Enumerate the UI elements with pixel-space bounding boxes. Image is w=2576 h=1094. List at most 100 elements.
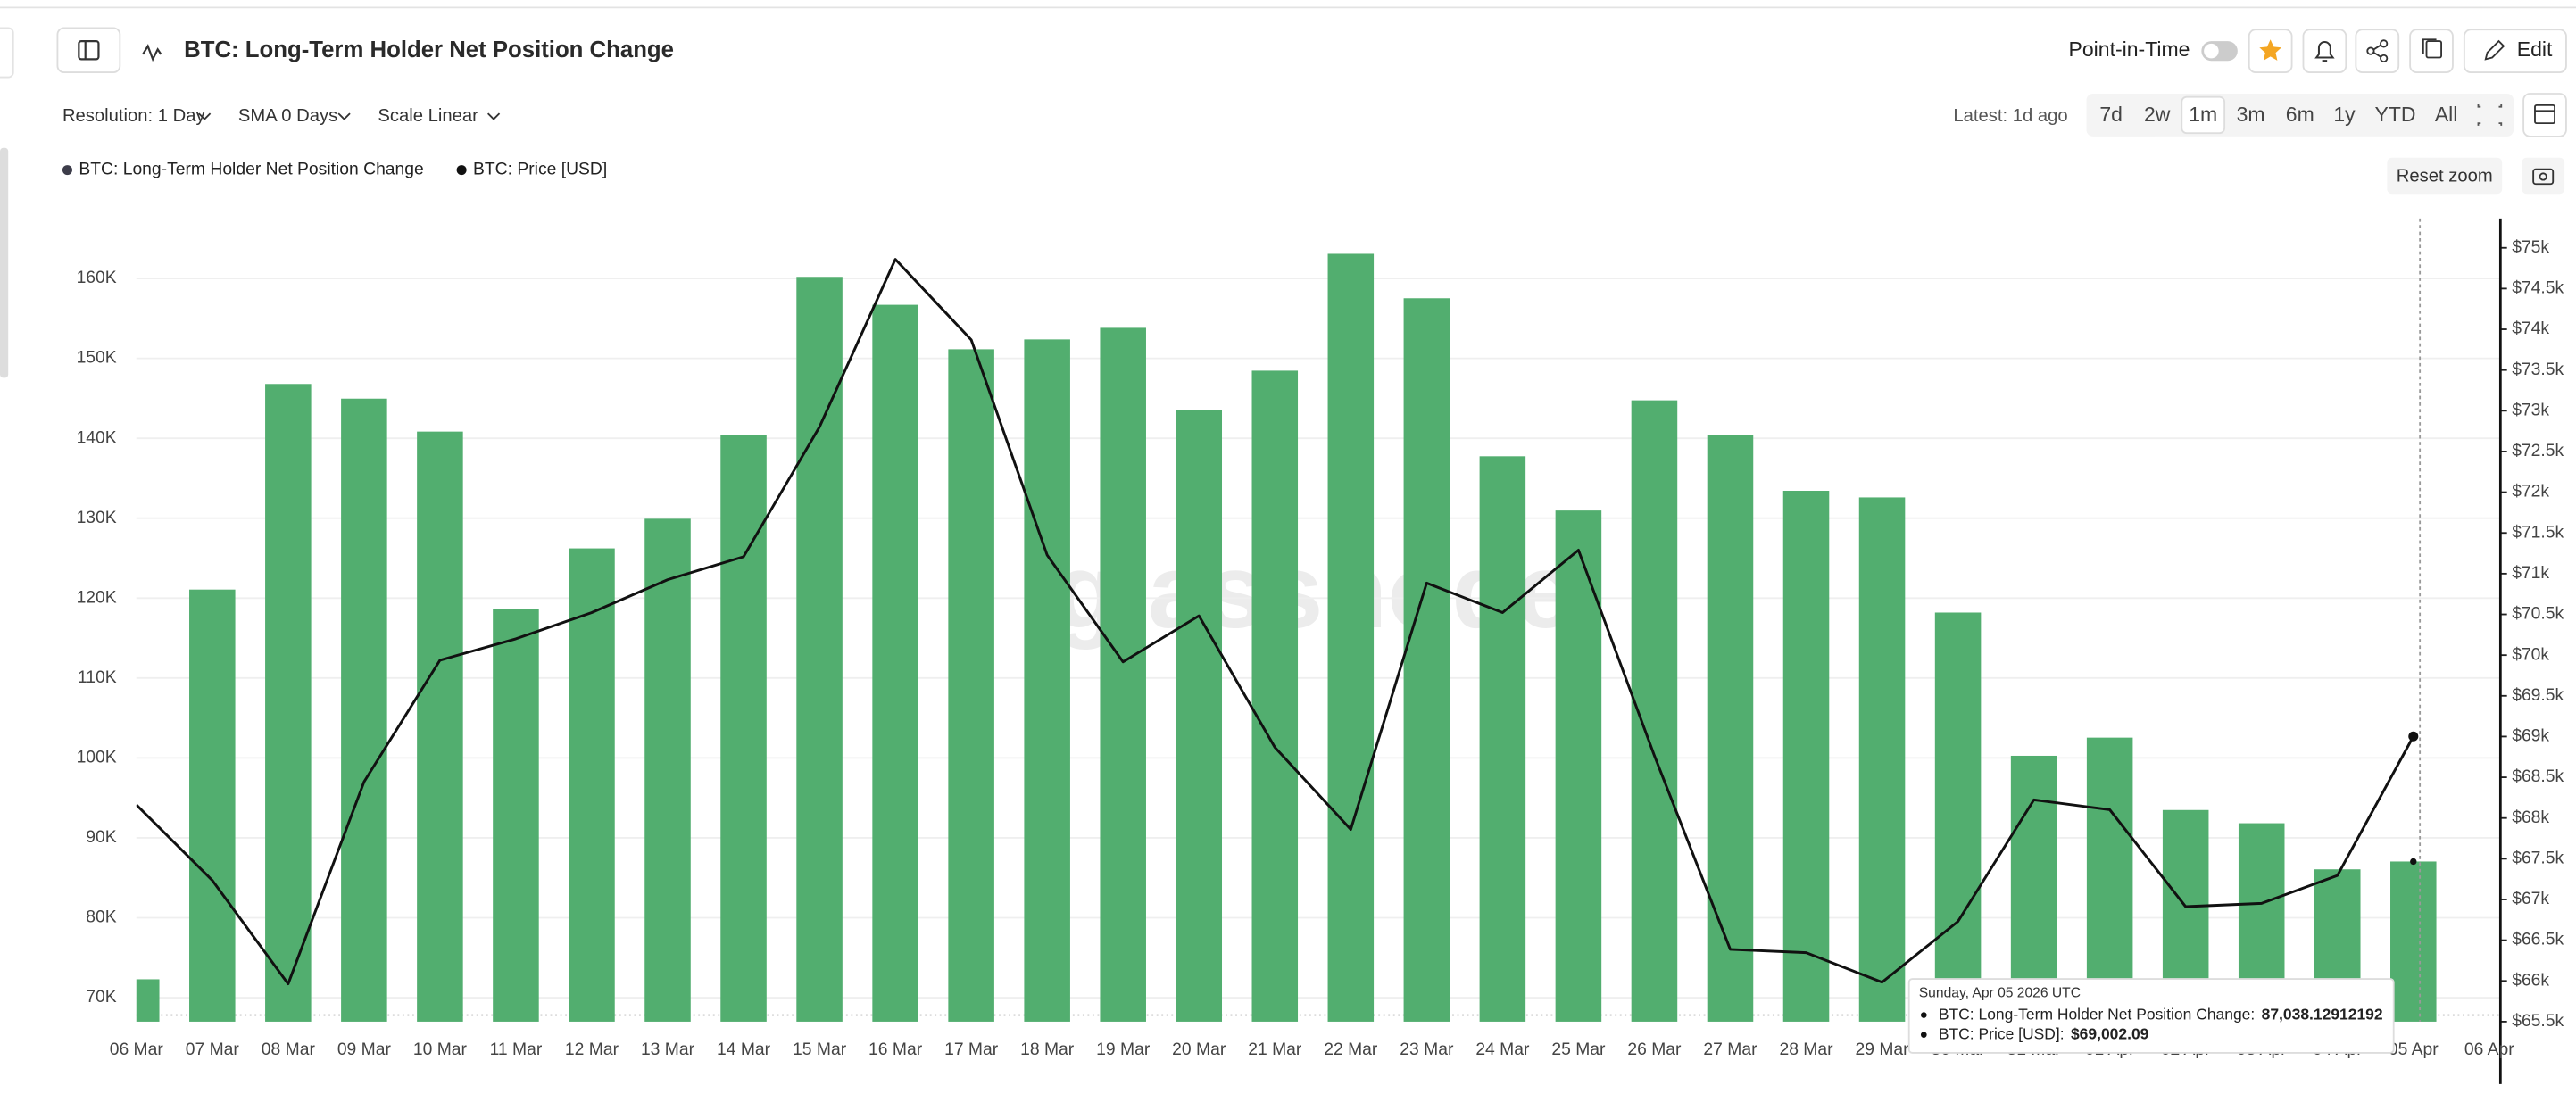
x-tick-label: 20 Mar (1172, 1040, 1226, 1059)
bar (872, 304, 918, 1022)
bar (1403, 298, 1450, 1022)
sma-dropdown[interactable]: SMA 0 Days (238, 106, 351, 126)
legend-marker (456, 165, 467, 176)
tooltip-date: Sunday, Apr 05 2026 UTC (1919, 986, 2081, 1001)
x-tick-label: 08 Mar (262, 1040, 316, 1059)
point-in-time-toggle[interactable] (2201, 41, 2238, 62)
metric-icon (142, 44, 162, 62)
screenshot-button[interactable] (2522, 157, 2565, 195)
y-tick-label: 120K (77, 588, 117, 607)
legend-label: BTC: Long-Term Holder Net Position Chang… (79, 161, 423, 179)
x-tick-label: 13 Mar (641, 1040, 695, 1059)
side-panel-edge (0, 27, 14, 79)
bar (341, 398, 387, 1022)
reset-zoom-label: Reset zoom (2397, 166, 2493, 186)
y2-tick-label: $72.5k (2512, 442, 2564, 460)
y2-tick-label: $69k (2512, 727, 2549, 746)
range-button[interactable]: All (2435, 103, 2458, 126)
range-button[interactable]: 1y (2333, 103, 2356, 126)
range-label: All (2435, 103, 2458, 126)
x-tick-label: 18 Mar (1020, 1040, 1075, 1059)
bar (720, 435, 767, 1022)
legend-item[interactable]: BTC: Price [USD] (456, 161, 608, 179)
range-label: 7d (2099, 103, 2123, 126)
y-tick-label: 110K (78, 668, 117, 687)
bar (1176, 410, 1223, 1022)
tooltip-row: BTC: Long-Term Holder Net Position Chang… (1939, 1005, 2383, 1023)
tooltip-row-label: BTC: Price [USD]: (1939, 1024, 2065, 1042)
range-button[interactable]: 3m (2237, 103, 2265, 126)
x-tick-label: 12 Mar (565, 1040, 619, 1059)
y2-tick-label: $75k (2512, 238, 2549, 257)
latest-label: Latest: 1d ago (1953, 106, 2067, 126)
range-button[interactable]: 1m (2181, 95, 2226, 135)
y2-tick-label: $66k (2512, 971, 2549, 990)
bar (265, 384, 312, 1022)
range-label: 6m (2286, 103, 2314, 126)
bar (1251, 370, 1299, 1022)
calendar-button[interactable] (2522, 93, 2567, 137)
x-tick-label: 09 Mar (337, 1040, 392, 1059)
sidebar-toggle[interactable] (56, 27, 121, 73)
scale-label: Scale Linear (378, 106, 478, 126)
y-tick-label: 80K (86, 908, 116, 927)
favorite-button[interactable] (2248, 29, 2293, 73)
range-label: 1y (2333, 103, 2356, 126)
y2-tick-label: $74.5k (2512, 278, 2564, 297)
y-tick-label: 140K (77, 428, 117, 447)
legend-marker (62, 165, 72, 176)
alert-button[interactable] (2302, 29, 2347, 73)
y-tick-label: 90K (86, 828, 116, 847)
y2-tick-label: $73.5k (2512, 361, 2564, 379)
x-tick-label: 07 Mar (186, 1040, 240, 1059)
tooltip-box (1907, 978, 2395, 1054)
legend-item[interactable]: BTC: Long-Term Holder Net Position Chang… (62, 161, 424, 179)
x-tick-label: 10 Mar (413, 1040, 468, 1059)
tooltip-row: BTC: Price [USD]: $69,002.09 (1939, 1024, 2149, 1042)
edit-button[interactable]: Edit (2463, 29, 2567, 73)
bar (136, 979, 160, 1022)
bar (1479, 456, 1526, 1022)
copy-button[interactable] (2409, 29, 2454, 73)
resolution-dropdown[interactable]: Resolution: 1 Day (62, 106, 212, 126)
x-tick-label: 15 Mar (793, 1040, 847, 1059)
y-tick-label: 130K (77, 509, 117, 527)
y2-tick-label: $72k (2512, 483, 2549, 501)
range-active-bg (2181, 95, 2226, 135)
reset-zoom-button[interactable]: Reset zoom (2387, 157, 2503, 195)
bar (2390, 861, 2437, 1022)
tooltip-row-label: BTC: Long-Term Holder Net Position Chang… (1939, 1005, 2255, 1023)
y2-tick-label: $68k (2512, 808, 2549, 827)
x-tick-label: 28 Mar (1779, 1040, 1833, 1059)
bar (417, 431, 463, 1022)
point-in-time-label: Point-in-Time (2069, 37, 2190, 61)
sma-label: SMA 0 Days (238, 106, 337, 126)
range-button[interactable]: 6m (2286, 103, 2314, 126)
x-tick-label: 25 Mar (1551, 1040, 1606, 1059)
range-button[interactable]: YTD (2375, 103, 2416, 126)
bar (569, 548, 615, 1022)
y2-tick-label: $67k (2512, 890, 2549, 908)
legend-label: BTC: Price [USD] (473, 161, 607, 179)
range-button[interactable]: 2w (2144, 103, 2171, 126)
price-line (136, 258, 2415, 986)
x-tick-label: 24 Mar (1475, 1040, 1530, 1059)
y2-tick-label: $70.5k (2512, 605, 2564, 624)
y2-tick-label: $69.5k (2512, 686, 2564, 705)
x-tick-label: 14 Mar (717, 1040, 771, 1059)
scale-dropdown[interactable]: Scale Linear (378, 106, 501, 126)
share-button[interactable] (2355, 29, 2400, 73)
edit-label: Edit (2517, 37, 2553, 61)
x-tick-label: 23 Mar (1400, 1040, 1454, 1059)
zoom-select-icon[interactable] (2477, 104, 2503, 126)
x-tick-label: 26 Mar (1627, 1040, 1682, 1059)
x-tick-label: 29 Mar (1855, 1040, 1909, 1059)
y-tick-label: 150K (77, 349, 117, 368)
x-tick-label: 19 Mar (1096, 1040, 1151, 1059)
y-tick-label: 70K (86, 988, 116, 1007)
x-tick-label: 11 Mar (490, 1040, 543, 1059)
range-button[interactable]: 7d (2099, 103, 2123, 126)
y-tick-label: 160K (77, 269, 117, 287)
chart-title: BTC: Long-Term Holder Net Position Chang… (184, 37, 674, 62)
